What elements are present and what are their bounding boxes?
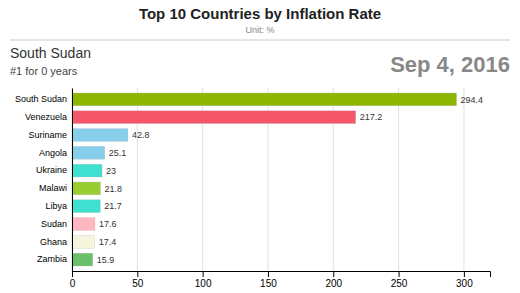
tick: Angola [39, 148, 72, 158]
tick-label: 50 [132, 278, 144, 289]
tick-label: 300 [456, 278, 473, 289]
bar [72, 182, 100, 195]
tick: 200 [325, 271, 342, 289]
tick-label: Malawi [39, 183, 67, 193]
tick: Ghana [40, 237, 72, 247]
grid-line [463, 88, 464, 271]
tick: Sudan [41, 219, 72, 229]
tick: Malawi [39, 183, 72, 193]
annotation: #1 for 0 years [10, 65, 78, 77]
data-label: 17.6 [99, 219, 117, 229]
tick-label: 0 [70, 278, 76, 289]
tick: Ukraine [36, 165, 72, 175]
tick-label: 200 [325, 278, 342, 289]
bars [72, 93, 457, 266]
data-label: 21.8 [104, 184, 122, 194]
tick-label: Sudan [41, 219, 67, 229]
axis-line [72, 89, 73, 272]
tick-mark [268, 271, 269, 277]
annotation: Sep 4, 2016 [390, 52, 510, 77]
bar [72, 93, 457, 106]
data-label: 17.4 [99, 237, 117, 247]
tick-mark [203, 271, 204, 277]
plot: 294.4 217.2 42.8 25.1 23 21.8 21.7 17.6 17.4 15.9… [15, 88, 491, 289]
tick: 50 [132, 271, 144, 289]
tick: Suriname [28, 130, 72, 140]
tick-label: 250 [391, 278, 408, 289]
bar [72, 146, 105, 159]
tick-label: South Sudan [15, 94, 67, 104]
subtitle: Unit: % [245, 25, 274, 35]
x-axis: 0 50 100 150 200 250 300 [70, 271, 491, 289]
tick: 100 [195, 271, 212, 289]
tick: Libya [45, 201, 72, 211]
bar [72, 129, 128, 142]
bar [72, 200, 100, 213]
data-label: 25.1 [109, 148, 127, 158]
tick-label: Ghana [40, 237, 67, 247]
chart: Top 10 Countries by Inflation Rate Unit: … [0, 0, 520, 293]
data-label: 23 [106, 166, 116, 176]
title: Top 10 Countries by Inflation Rate [139, 5, 381, 22]
tick-label: Ukraine [36, 165, 67, 175]
axis-line [73, 272, 491, 278]
data-labels: 294.4 217.2 42.8 25.1 23 21.8 21.7 17.6 17.4 15.9 [97, 95, 483, 265]
data-label: 21.7 [104, 201, 122, 211]
tick-mark [72, 271, 73, 277]
tick-label: Venezuela [25, 112, 67, 122]
tick-mark [137, 271, 138, 277]
tick-mark [333, 271, 334, 277]
tick: 0 [70, 271, 76, 289]
bar [72, 235, 95, 248]
tick-label: 150 [260, 278, 277, 289]
annotation: South Sudan [10, 45, 91, 61]
tick: 250 [391, 271, 408, 289]
tick-mark [464, 271, 465, 277]
data-label: 294.4 [461, 95, 484, 105]
tick: Zambia [37, 254, 72, 264]
tick-label: Suriname [28, 130, 67, 140]
grid [72, 88, 464, 271]
tick: 150 [260, 271, 277, 289]
tick-label: Angola [39, 148, 67, 158]
tick-mark [399, 271, 400, 277]
tick: Venezuela [25, 112, 72, 122]
bar [72, 111, 356, 124]
tick: 300 [456, 271, 473, 289]
tick-label: 100 [195, 278, 212, 289]
y-axis: South Sudan Venezuela Suriname Angola Ukrain… [15, 89, 73, 272]
tick: South Sudan [15, 94, 72, 104]
tick-label: Zambia [37, 254, 67, 264]
bar [72, 164, 102, 177]
tick-label: Libya [45, 201, 67, 211]
bar [72, 253, 93, 266]
bar [72, 218, 95, 231]
data-label: 15.9 [97, 255, 115, 265]
grid-line [398, 88, 399, 271]
data-label: 42.8 [132, 130, 150, 140]
grid-line [72, 88, 73, 271]
data-label: 217.2 [360, 112, 383, 122]
separator [10, 40, 510, 41]
